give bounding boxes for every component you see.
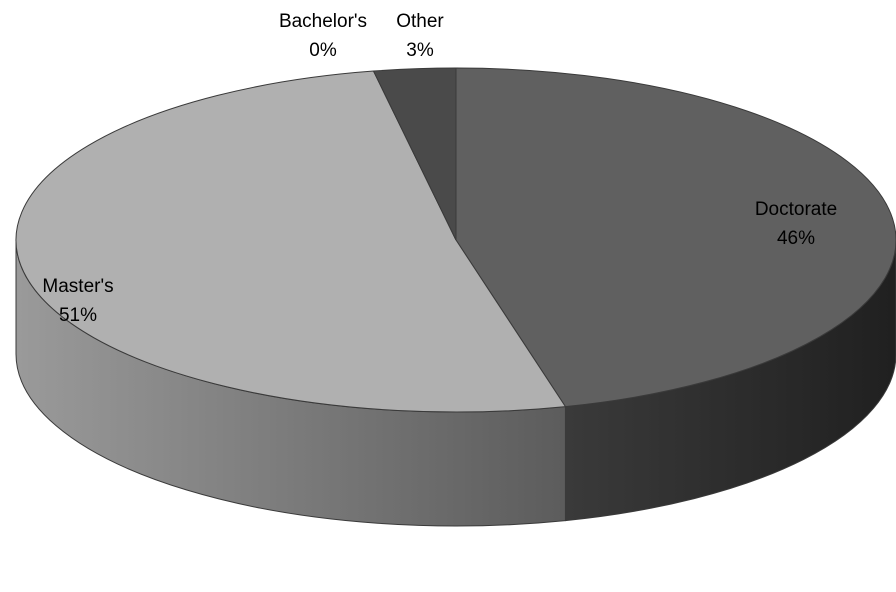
slice-label-masters: Master's: [42, 276, 113, 297]
slice-value-other: 3%: [406, 40, 434, 61]
slice-value-masters: 51%: [59, 305, 97, 326]
slice-value-doctorate: 46%: [777, 228, 815, 249]
slice-label-doctorate: Doctorate: [755, 199, 837, 220]
pie-slice-other: [372, 67, 457, 241]
pie-slice-doctorate: [455, 67, 896, 408]
pie-slice-masters: [15, 70, 567, 413]
slice-label-bachelors: Bachelor's: [279, 11, 367, 32]
slice-value-bachelors: 0%: [309, 40, 337, 61]
slice-label-other: Other: [396, 11, 444, 32]
